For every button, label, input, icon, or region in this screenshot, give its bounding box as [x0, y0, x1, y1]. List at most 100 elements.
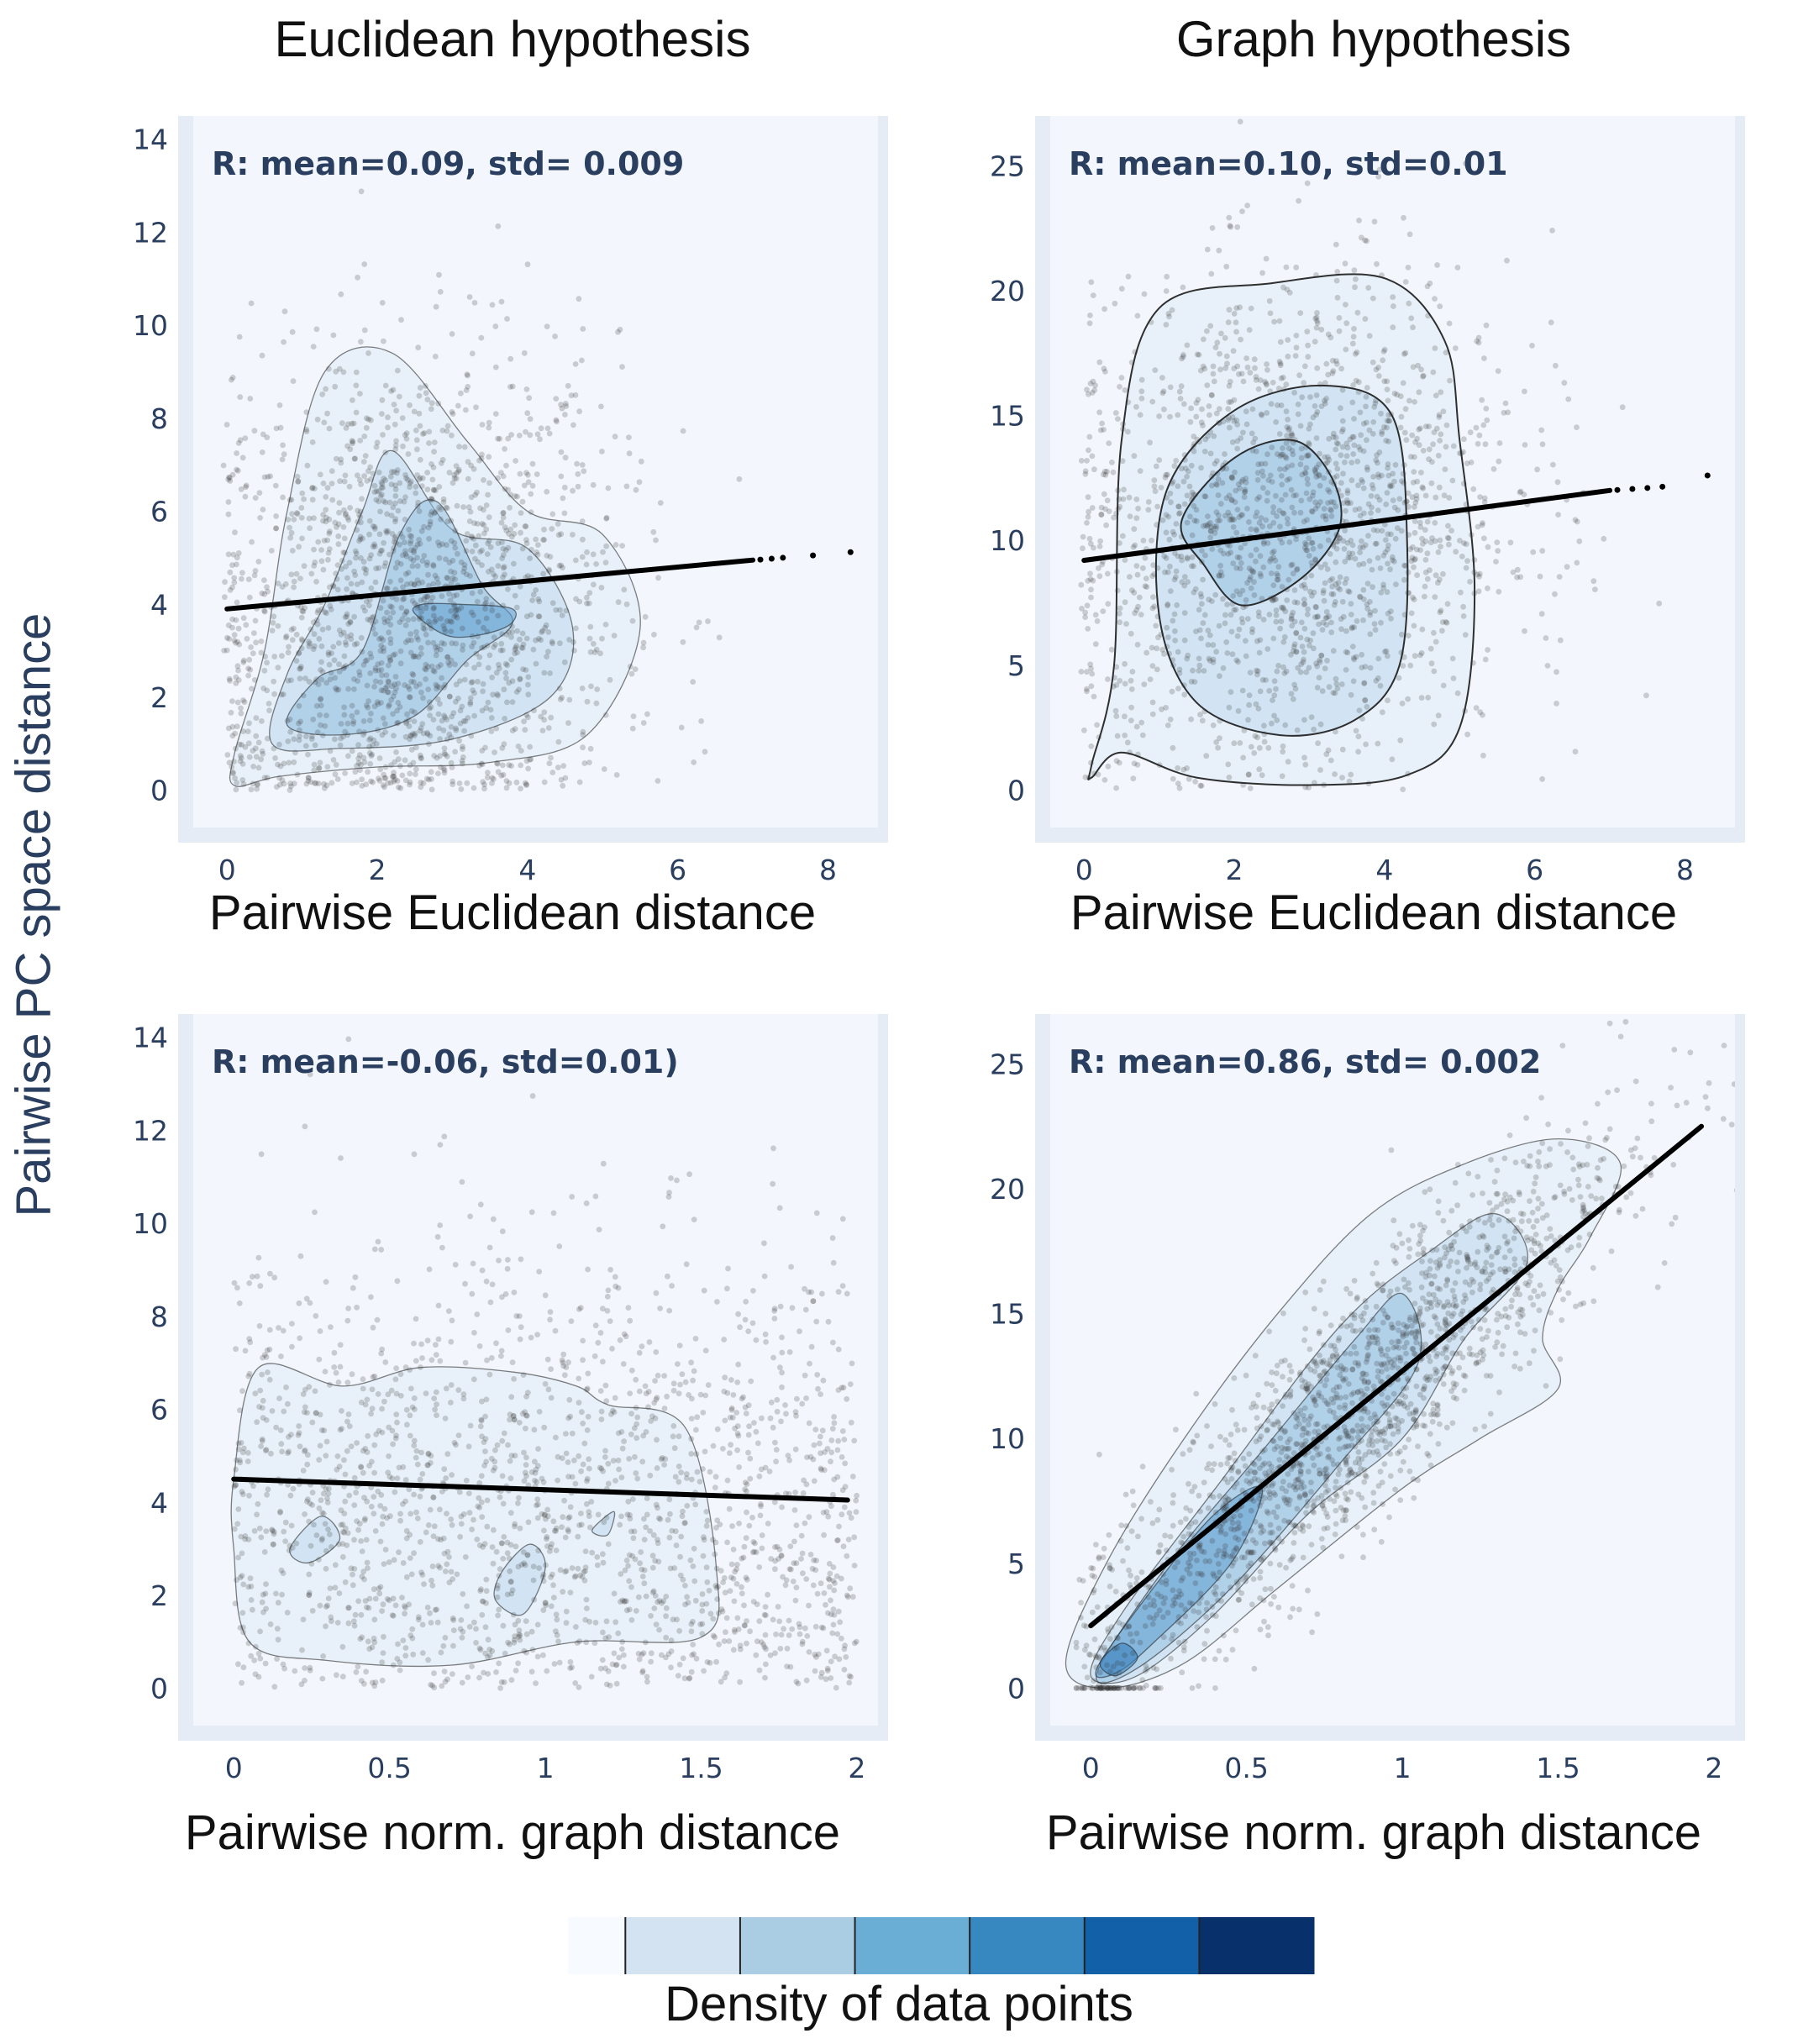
scatter-point [502, 571, 507, 578]
scatter-point [427, 712, 433, 718]
scatter-point [1260, 540, 1267, 547]
correlation-annotation: R: mean=0.09, std= 0.009 [212, 145, 684, 182]
scatter-point [1375, 740, 1381, 747]
scatter-point [1094, 618, 1101, 624]
x-axis-label-top-right: Pairwise Euclidean distance [1070, 885, 1678, 940]
scatter-point [1380, 585, 1387, 591]
scatter-point [507, 1458, 513, 1464]
scatter-point [541, 1511, 548, 1518]
scatter-point [502, 660, 509, 667]
scatter-point [334, 586, 341, 593]
scatter-point [508, 432, 514, 438]
scatter-point [448, 538, 455, 544]
scatter-point [229, 733, 236, 739]
scatter-point [455, 468, 462, 475]
scatter-point [483, 600, 489, 607]
scatter-point [391, 539, 397, 545]
scatter-point [1273, 607, 1280, 613]
scatter-point [471, 639, 477, 646]
scatter-point [407, 402, 413, 408]
scatter-point [1216, 406, 1222, 412]
scatter-point [832, 1580, 838, 1586]
scatter-point [226, 675, 233, 682]
scatter-point [420, 431, 426, 437]
scatter-point [1335, 441, 1341, 447]
scatter-point [1275, 573, 1281, 579]
scatter-point [616, 1654, 623, 1661]
scatter-point [734, 1447, 740, 1453]
scatter-point [853, 1497, 860, 1504]
scatter-point [1286, 476, 1293, 482]
scatter-point [362, 1516, 368, 1521]
scatter-point [523, 1473, 529, 1479]
scatter-point [357, 533, 364, 540]
scatter-point [266, 1327, 273, 1333]
scatter-point [440, 623, 447, 629]
scatter-point [513, 643, 519, 649]
scatter-point [756, 1564, 763, 1570]
scatter-point [544, 654, 549, 659]
scatter-point [455, 696, 461, 701]
scatter-point [350, 420, 357, 427]
scatter-point [1424, 575, 1431, 582]
scatter-point [430, 717, 437, 722]
scatter-point [1422, 593, 1427, 600]
scatter-point [1371, 404, 1378, 410]
scatter-point [1303, 547, 1309, 554]
scatter-point [260, 1415, 266, 1421]
scatter-point [1260, 617, 1267, 623]
scatter-point [1101, 306, 1107, 313]
scatter-point [1268, 570, 1275, 576]
scatter-point [473, 1626, 479, 1632]
scatter-point [1376, 449, 1383, 455]
scatter-point [245, 1584, 252, 1590]
scatter-point [1361, 680, 1368, 686]
scatter-point [1471, 569, 1478, 575]
scatter-point [638, 1549, 644, 1555]
scatter-point [348, 636, 355, 642]
scatter-point [378, 479, 385, 486]
scatter-point [1198, 594, 1205, 600]
scatter-point [377, 648, 384, 654]
scatter-point [500, 602, 507, 609]
scatter-point [1227, 543, 1233, 549]
scatter-point [323, 610, 329, 617]
scatter-point [282, 581, 289, 587]
scatter-point [227, 677, 233, 684]
scatter-point [431, 605, 437, 611]
scatter-point [331, 1349, 338, 1356]
scatter-point [545, 649, 551, 655]
scatter-point [1294, 727, 1301, 733]
scatter-point [580, 1357, 586, 1364]
scatter-point [396, 393, 402, 400]
scatter-point [1207, 528, 1214, 534]
scatter-point [404, 1421, 410, 1428]
scatter-point [387, 636, 394, 643]
scatter-point [1434, 262, 1440, 268]
scatter-point [360, 559, 367, 565]
scatter-point [744, 1640, 749, 1647]
scatter-point [737, 1646, 744, 1653]
scatter-point [793, 1560, 800, 1567]
scatter-point [1345, 554, 1352, 561]
scatter-point [1122, 713, 1128, 720]
scatter-point [449, 640, 455, 647]
scatter-point [547, 554, 554, 560]
scatter-point [1213, 410, 1220, 417]
scatter-point [1271, 678, 1278, 685]
scatter-point [1102, 471, 1109, 478]
scatter-point [324, 1602, 331, 1609]
scatter-point [1343, 453, 1350, 460]
scatter-point [434, 696, 441, 702]
scatter-point [1280, 386, 1287, 392]
scatter-point [376, 755, 383, 761]
scatter-point [263, 1605, 269, 1612]
scatter-point [1222, 460, 1228, 466]
scatter-point [1219, 480, 1226, 486]
scatter-point [1317, 381, 1323, 387]
scatter-point [1333, 358, 1339, 364]
scatter-point [588, 1499, 595, 1505]
scatter-point [340, 1529, 346, 1535]
scatter-point [469, 1290, 476, 1297]
scatter-point [437, 1564, 443, 1571]
